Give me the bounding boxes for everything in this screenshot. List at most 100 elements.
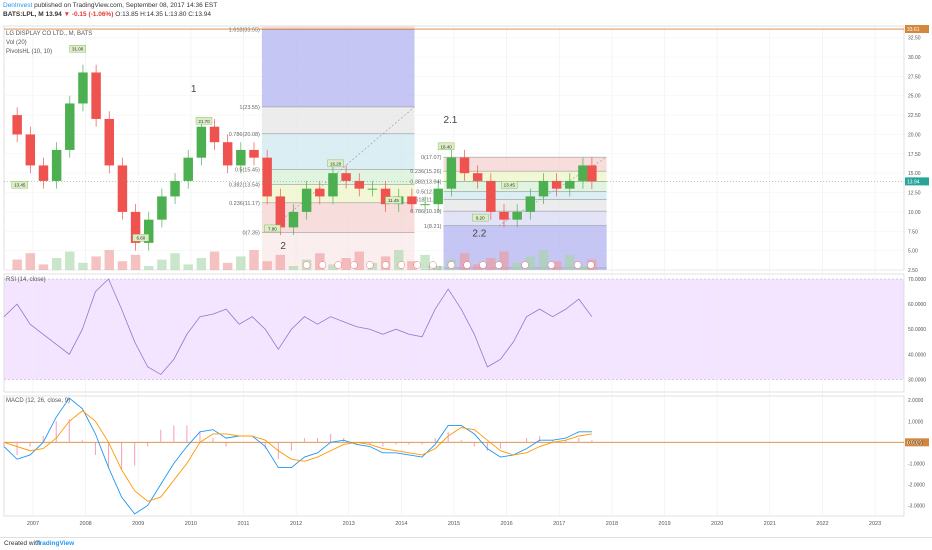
pivot-label: 7.80 — [268, 226, 277, 231]
published-text: published on TradingView.com, September … — [34, 2, 218, 9]
price-candles — [12, 64, 597, 251]
x-tick-2009: 2009 — [132, 521, 144, 527]
candle-body — [407, 196, 417, 205]
volume-bar — [78, 262, 88, 270]
x-tick-2011: 2011 — [238, 521, 250, 527]
vol-legend: Vol (20) — [6, 40, 27, 46]
earnings-marker — [587, 261, 595, 269]
macd-tick-0.0000: 0.0000 — [908, 440, 924, 446]
wave-label-2.1: 2.1 — [443, 115, 457, 126]
candle-body — [117, 165, 128, 212]
candle-body — [551, 180, 562, 189]
candle-body — [446, 157, 457, 189]
volume-bar — [130, 254, 141, 270]
rsi-line — [3, 278, 593, 375]
chart-labels: 33.6113.9413.4531.006.6021.707.8016.2011… — [4, 25, 929, 269]
symbol: BATS:LPL, M — [3, 11, 44, 18]
fib2-zone-0 — [443, 157, 607, 172]
last-badge: 13.94 — [907, 179, 920, 185]
fib1-label-0.236: 0.236(11.17) — [229, 201, 260, 207]
x-tick-2010: 2010 — [185, 521, 197, 527]
price-tick-15.00: 15.00 — [908, 171, 921, 177]
fib1-label-0.786: 0.786(20.08) — [229, 132, 260, 138]
tradingview-logo[interactable]: TradingView — [36, 540, 75, 547]
fib1-zone-0 — [261, 29, 415, 107]
pivots-legend: PivotsHL (10, 10) — [6, 49, 53, 55]
author-link[interactable]: DenInvest — [3, 2, 33, 9]
pivot-label: 13.45 — [504, 183, 516, 188]
volume-bar — [170, 253, 180, 270]
symbol-line: BATS:LPL, M 13.94 ▼ -0.15 (-1.06%) O:13.… — [3, 11, 211, 18]
candle-body — [51, 149, 62, 181]
volume-bar — [565, 254, 575, 270]
candle-body — [275, 196, 286, 228]
pivot-label: 16.20 — [330, 161, 342, 166]
candle-body — [341, 173, 351, 181]
earnings-marker — [573, 261, 582, 269]
candle-body — [288, 211, 299, 228]
price-tick-17.50: 17.50 — [908, 152, 921, 158]
candle-body — [328, 173, 338, 197]
candle-body — [170, 180, 180, 197]
wave-label-2.2: 2.2 — [472, 229, 486, 240]
volume-bar — [65, 251, 75, 270]
volume-bar — [236, 256, 246, 270]
wave-label-1: 1 — [191, 84, 197, 95]
volume-bar — [222, 262, 233, 270]
price-tick-20.00: 20.00 — [908, 132, 921, 138]
price-tick-30.00: 30.00 — [908, 55, 921, 61]
volume-bar — [249, 250, 259, 270]
macd-tick-1.0000: 1.0000 — [908, 419, 924, 425]
macd-tick--1.0000: -1.0000 — [908, 461, 925, 467]
earnings-marker — [366, 261, 374, 269]
price-tick-2.50: 2.50 — [908, 268, 918, 274]
volume-bar — [209, 251, 220, 270]
macd-line — [3, 397, 592, 515]
volume-bar — [262, 261, 272, 270]
volume-bar — [486, 258, 496, 270]
pivot-label-bg — [132, 234, 150, 242]
volume-bar — [394, 250, 404, 270]
candle-body — [104, 118, 114, 166]
price-tick-7.50: 7.50 — [908, 229, 918, 235]
volume-bar — [328, 264, 338, 270]
fib2-label-0.236: 0.236(15.26) — [410, 169, 441, 175]
x-tick-2017: 2017 — [553, 521, 565, 527]
candle-body — [209, 126, 220, 143]
candle-body — [130, 211, 141, 243]
last-price: 13.94 — [45, 11, 62, 18]
candle-body — [538, 180, 549, 197]
candle-body — [301, 188, 312, 212]
fib2-zone-3 — [443, 191, 607, 200]
earnings-marker — [547, 261, 556, 269]
candle-body — [459, 157, 470, 174]
volume-bar — [551, 261, 562, 270]
candle-body — [236, 149, 246, 166]
price-tick-25.00: 25.00 — [908, 94, 921, 100]
earnings-marker — [318, 261, 327, 269]
fib2-label-0.382: 0.382(13.94) — [410, 179, 441, 185]
fib1-label-0.5: 0.5(15.45) — [235, 168, 260, 174]
chart-canvas[interactable]: 1.618(33.55) 1(23.55) 0.786(20.08) 0.5(15.4… — [0, 0, 932, 538]
top-badge: 33.61 — [907, 27, 920, 33]
macd-tick-2.0000: 2.0000 — [908, 398, 924, 404]
candle-body — [157, 196, 167, 220]
fib2-label-1: 1(8.21) — [424, 224, 442, 230]
pivot-label: 6.60 — [136, 236, 145, 241]
pivot-label-bg — [437, 142, 455, 151]
fib2-zone-2 — [443, 181, 607, 192]
pivot-label: 11.45 — [388, 198, 399, 203]
fib1-label-1: 1(23.55) — [239, 105, 260, 111]
candle-body — [354, 180, 364, 189]
volume-bar — [91, 256, 101, 270]
pivot-label-bg — [264, 224, 281, 233]
volume-bar — [341, 258, 351, 270]
price-tick-32.50: 32.50 — [908, 36, 921, 42]
fib1-zone-5 — [261, 202, 415, 233]
candle-body — [420, 204, 430, 206]
volume-bar — [315, 253, 325, 270]
price-tick-22.50: 22.50 — [908, 113, 921, 119]
x-tick-2019: 2019 — [658, 521, 670, 527]
x-tick-2016: 2016 — [501, 521, 513, 527]
fib1-label-0: 0(7.35) — [242, 230, 260, 236]
